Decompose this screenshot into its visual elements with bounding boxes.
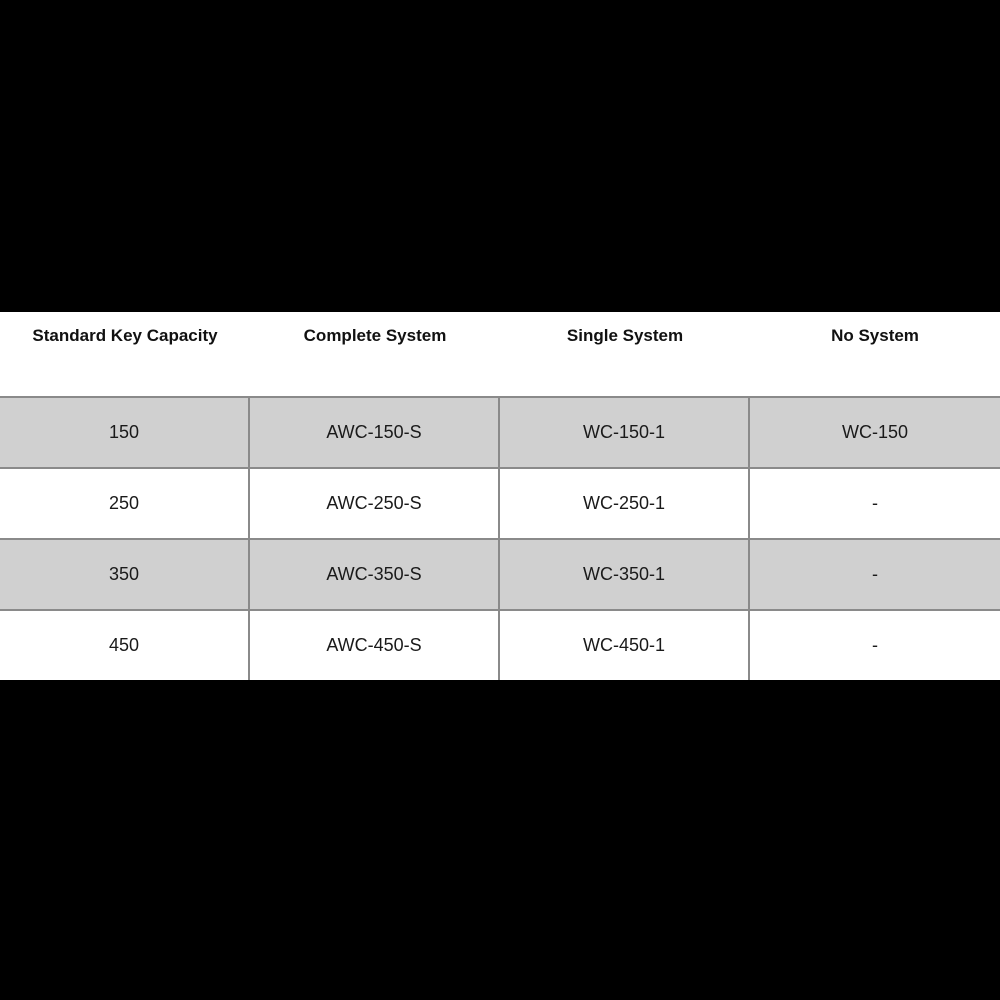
cell-key-capacity: 450 [0, 611, 250, 680]
cell-single-system: WC-450-1 [500, 611, 750, 680]
cell-no-system: - [872, 635, 878, 655]
table-row: 150 AWC-150-S WC-150-1 WC-150 [0, 398, 1000, 469]
cell-complete-system: AWC-150-S [250, 398, 500, 467]
bottom-black-band [0, 680, 1000, 1000]
cell-complete-system: AWC-450-S [250, 611, 500, 680]
column-header-complete-system: Complete System [303, 326, 447, 345]
column-header-single-system: Single System [566, 326, 684, 345]
cell-single-system: WC-150-1 [500, 398, 750, 467]
cell-no-system: WC-150 [841, 422, 908, 442]
cell-no-system: - [872, 493, 878, 513]
cell-key-capacity: 350 [0, 540, 250, 609]
table-row: 250 AWC-250-S WC-250-1 - [0, 469, 1000, 540]
cell-complete-system: AWC-250-S [250, 469, 500, 538]
cell-single-system: WC-350-1 [500, 540, 750, 609]
cell-key-capacity: 250 [0, 469, 250, 538]
table-row: 350 AWC-350-S WC-350-1 - [0, 540, 1000, 611]
table-row: 450 AWC-450-S WC-450-1 - [0, 611, 1000, 680]
table-content-band: Standard Key Capacity Complete System Si… [0, 312, 1000, 680]
product-spec-table: 150 AWC-150-S WC-150-1 WC-150 250 AWC-25… [0, 396, 1000, 680]
cell-no-system: - [872, 564, 878, 584]
table-header-row: Standard Key Capacity Complete System Si… [0, 312, 1000, 396]
column-header-standard-key-capacity: Standard Key Capacity [32, 326, 218, 345]
top-black-band [0, 0, 1000, 312]
cell-complete-system: AWC-350-S [250, 540, 500, 609]
cell-key-capacity: 150 [0, 398, 250, 467]
cell-single-system: WC-250-1 [500, 469, 750, 538]
column-header-no-system: No System [831, 326, 919, 345]
